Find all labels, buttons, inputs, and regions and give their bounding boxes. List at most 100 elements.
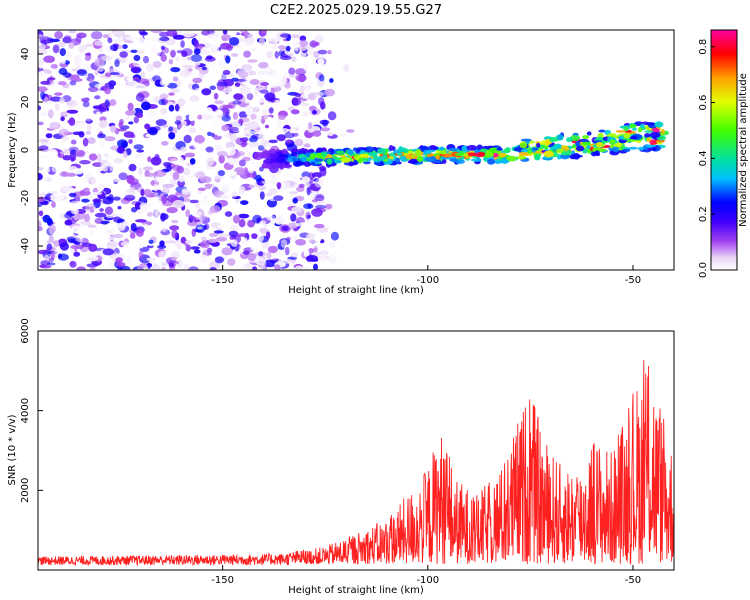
spectrogram-frame xyxy=(37,29,675,271)
spectrogram-noise-blob xyxy=(184,240,193,244)
spectrogram-noise-blob xyxy=(233,63,239,70)
spectrogram-noise-blob xyxy=(164,240,177,244)
spectrogram-band-blob xyxy=(609,139,616,144)
spectrogram-noise-blob xyxy=(327,132,334,136)
spectrogram-noise-blob xyxy=(294,93,301,97)
spectrogram-noise-blob xyxy=(141,101,151,111)
spectrogram-noise-blob xyxy=(153,183,159,192)
spectrogram-noise-blob xyxy=(137,78,150,84)
colorbar-tick-label: 0.8 xyxy=(698,39,709,55)
spectrogram-noise-blob xyxy=(86,123,92,131)
spectrogram-band-blob xyxy=(282,165,291,168)
spectrogram-noise-blob xyxy=(145,172,156,177)
spectrogram-band-blob xyxy=(433,160,442,163)
spectrogram-noise-blob xyxy=(142,55,150,64)
spectrogram-noise-blob xyxy=(223,185,228,190)
spectrogram-noise-blob xyxy=(144,123,151,130)
spectrogram-noise-blob xyxy=(170,49,176,58)
spectrogram-band-blob xyxy=(477,151,486,157)
spectrogram-band-blob xyxy=(423,149,432,155)
spectrogram-noise-blob xyxy=(118,121,123,128)
spectrogram-noise-blob xyxy=(205,146,214,153)
spectrogram-noise-blob xyxy=(128,139,133,144)
spectrogram-noise-blob xyxy=(120,241,130,247)
spectrogram-noise-blob xyxy=(132,60,139,67)
spectrogram-noise-blob xyxy=(184,182,193,187)
spectrogram-noise-blob xyxy=(254,95,266,104)
spectrogram-noise-blob xyxy=(291,206,303,213)
spectrogram-noise-blob xyxy=(314,223,325,229)
spectrogram-band-blob xyxy=(359,153,369,158)
spectrogram-noise-blob xyxy=(68,30,77,34)
spectrogram-noise-blob xyxy=(48,257,54,263)
spectrogram-noise-blob xyxy=(160,54,167,62)
spectrogram-noise-blob xyxy=(281,75,288,85)
spectrogram-noise-blob xyxy=(69,260,77,268)
spectrogram-noise-blob xyxy=(47,121,60,130)
spectrogram-noise-blob xyxy=(182,64,194,69)
spectrogram-noise-blob xyxy=(52,44,60,54)
spectrogram-noise-blob xyxy=(126,77,134,81)
spectrogram-noise-blob xyxy=(242,237,248,244)
spectrogram-band-blob xyxy=(608,148,616,151)
spectrogram-band-blob xyxy=(549,136,557,143)
spectrogram-noise-blob xyxy=(59,151,66,155)
spectrogram-noise-blob xyxy=(306,214,311,219)
spectrogram-noise-blob xyxy=(180,78,187,83)
spectrogram-noise-blob xyxy=(289,191,299,195)
spectrogram-noise-blob xyxy=(70,200,81,205)
spectrogram-band-blob xyxy=(575,140,580,147)
spectrogram-band-blob xyxy=(277,159,286,163)
spectrogram-band-blob xyxy=(270,153,279,157)
spectrogram-noise-blob xyxy=(261,30,267,34)
spectrogram-noise-blob xyxy=(191,105,200,111)
spectrogram-band-blob xyxy=(513,147,522,152)
spectrogram-noise-blob xyxy=(244,30,249,39)
spectrogram-noise-blob xyxy=(146,212,154,217)
spectrogram-noise-blob xyxy=(104,72,112,77)
spectrogram-noise-blob xyxy=(248,184,255,188)
spectrogram-noise-blob xyxy=(102,166,108,172)
spectrogram-noise-blob xyxy=(128,121,134,125)
spectrogram-panel: -150 -100 -50 -40 -20 0 20 40 Height of straigh… xyxy=(7,29,675,296)
spectrogram-band-blob xyxy=(461,145,468,152)
spectrogram-noise-blob xyxy=(268,107,274,114)
spectrogram-noise-blob xyxy=(124,110,136,116)
spectrogram-noise-blob xyxy=(266,68,274,74)
spectrogram-band-blob xyxy=(535,154,541,161)
spectrogram-noise-blob xyxy=(306,233,316,240)
spectrogram-band-blob xyxy=(442,159,447,164)
spectrogram-band-blob xyxy=(531,147,539,151)
spectrogram-noise-blob xyxy=(106,241,117,251)
spectrogram-noise-blob xyxy=(94,212,107,218)
spectrogram-noise-blob xyxy=(291,56,297,63)
spectrogram-noise-blob xyxy=(281,182,286,187)
spectrogram-noise-blob xyxy=(59,97,65,104)
spectrogram-band-blob xyxy=(281,148,288,155)
spectrogram-noise-blob xyxy=(38,210,44,217)
spectrogram-noise-blob xyxy=(46,243,53,251)
spectrogram-noise-blob xyxy=(290,228,295,235)
spectrogram-noise-blob xyxy=(75,122,86,130)
spectrogram-noise-blob xyxy=(201,66,207,71)
spectrogram-noise-blob xyxy=(195,203,200,209)
spectrogram-noise-blob xyxy=(99,142,107,150)
spectrogram-band-blob xyxy=(566,137,573,143)
spectrogram-noise-blob xyxy=(39,265,52,269)
spectrogram-noise-blob xyxy=(221,124,230,132)
spectrogram-noise-blob xyxy=(232,100,242,105)
spectrogram-noise-blob xyxy=(85,203,96,213)
spectrogram-noise-blob xyxy=(303,63,308,72)
spectrogram-noise-blob xyxy=(278,45,287,50)
spectrogram-noise-blob xyxy=(238,111,248,119)
spectrogram-noise-blob xyxy=(300,102,310,107)
spectrogram-band-blob xyxy=(651,146,657,151)
spectrogram-noise-blob xyxy=(135,50,145,54)
spectrogram-noise-blob xyxy=(221,34,231,41)
spectrogram-noise-blob xyxy=(198,49,211,55)
spectrogram-noise-blob xyxy=(151,45,157,54)
spectrogram-noise-blob xyxy=(299,39,308,47)
spectrogram-noise-blob xyxy=(315,205,327,209)
spectrogram-noise-blob xyxy=(194,134,206,144)
spectrogram-noise-blob xyxy=(102,34,108,38)
